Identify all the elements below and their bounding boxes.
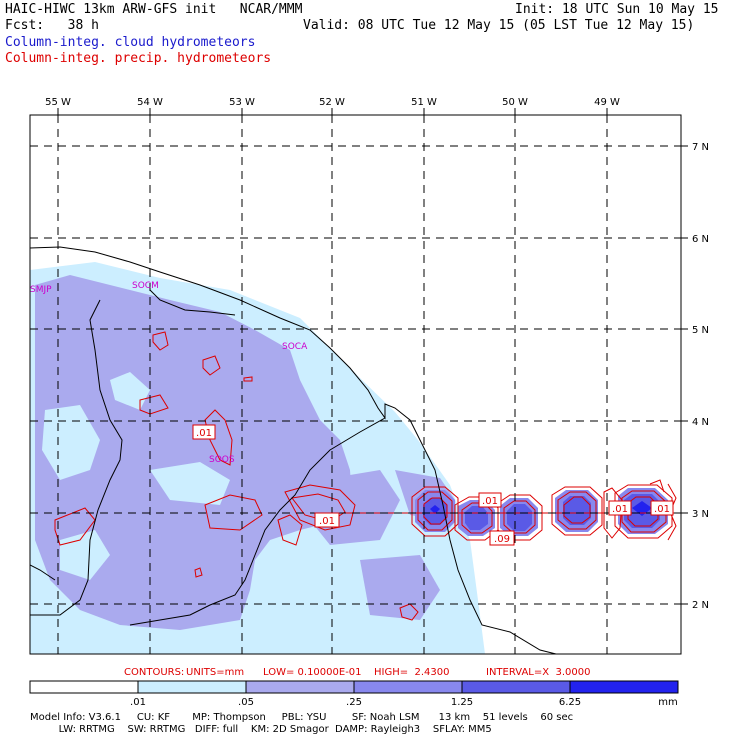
station-smjp: SMJP: [30, 285, 52, 295]
legend-label-3: 1.25: [451, 697, 473, 708]
contour-label-4: .09: [489, 530, 515, 546]
legend-unit: mm: [658, 697, 677, 708]
plot-frame: [29, 114, 682, 655]
lon-label-50w: 50 W: [502, 97, 528, 108]
latlon-grid: [30, 115, 681, 654]
legend-swatch-5: [570, 681, 678, 693]
forecast-hour: Fcst: 38 h: [5, 18, 99, 33]
coastline: [30, 246, 557, 654]
legend-label-4: 6.25: [559, 697, 581, 708]
lon-label-51w: 51 W: [411, 97, 437, 108]
lon-label-55w: 55 W: [45, 97, 71, 108]
lon-label-53w: 53 W: [229, 97, 255, 108]
model-info-line2: LW: RRTMG SW: RRTMG DIFF: full KM: 2D Sm…: [30, 724, 492, 735]
station-soos: SOOS: [209, 455, 235, 465]
cloud-area-mid: [35, 275, 352, 630]
lat-label-2n: 2 N: [692, 600, 709, 611]
legend-swatch-2: [246, 681, 354, 693]
border-east: [129, 417, 386, 626]
svg-text:.01: .01: [482, 496, 498, 507]
field-precip-label: Column-integ. precip. hydrometeors: [5, 51, 272, 66]
lon-ticks: [57, 108, 688, 605]
svg-text:.01: .01: [196, 428, 212, 439]
station-soca: SOCA: [282, 342, 308, 352]
map-title: HAIC-HIWC 13km ARW-GFS init NCAR/MMM: [5, 2, 303, 17]
valid-time: Valid: 08 UTC Tue 12 May 15 (05 LST Tue …: [303, 18, 695, 33]
lat-label-5n: 5 N: [692, 325, 709, 336]
cloud-field: [30, 262, 485, 654]
station-socm: SOCM: [132, 281, 159, 291]
contour-info-high: HIGH= 2.4300: [374, 667, 450, 678]
legend-label-0: .01: [130, 697, 146, 708]
legend-swatch-1: [138, 681, 246, 693]
svg-text:.09: .09: [494, 534, 510, 545]
color-legend: [29, 680, 679, 694]
svg-text:.01: .01: [319, 516, 335, 527]
contour-label-5: .01: [608, 500, 632, 516]
contour-info-units: UNITS=mm: [186, 667, 245, 678]
lat-label-4n: 4 N: [692, 417, 709, 428]
lon-label-54w: 54 W: [137, 97, 163, 108]
lat-label-3n: 3 N: [692, 509, 709, 520]
svg-text:.01: .01: [654, 504, 670, 515]
contour-label-3: .01: [478, 492, 502, 508]
contour-label-6: .01: [650, 500, 674, 516]
legend-label-1: .05: [238, 697, 254, 708]
contour-info-low: LOW= 0.10000E-01: [263, 667, 362, 678]
lat-label-7n: 7 N: [692, 142, 709, 153]
contour-info-interval: INTERVAL=X 3.0000: [486, 667, 591, 678]
contour-info-contours: CONTOURS:: [124, 667, 185, 678]
model-info-line1: Model Info: V3.6.1 CU: KF MP: Thompson P…: [30, 712, 574, 723]
contour-label-2: .01: [314, 512, 340, 528]
lon-label-52w: 52 W: [319, 97, 345, 108]
contour-label-1: .01: [192, 424, 216, 440]
lon-label-49w: 49 W: [594, 97, 620, 108]
lat-label-6n: 6 N: [692, 234, 709, 245]
svg-text:.01: .01: [612, 504, 628, 515]
legend-label-2: .25: [346, 697, 362, 708]
legend-swatch-3: [354, 681, 462, 693]
field-cloud-label: Column-integ. cloud hydrometeors: [5, 35, 256, 50]
convective-cells: [415, 488, 668, 536]
legend-swatch-4: [462, 681, 570, 693]
border-west: [30, 299, 123, 616]
legend-swatch-0: [30, 681, 138, 693]
init-time: Init: 18 UTC Sun 10 May 15: [515, 2, 719, 17]
